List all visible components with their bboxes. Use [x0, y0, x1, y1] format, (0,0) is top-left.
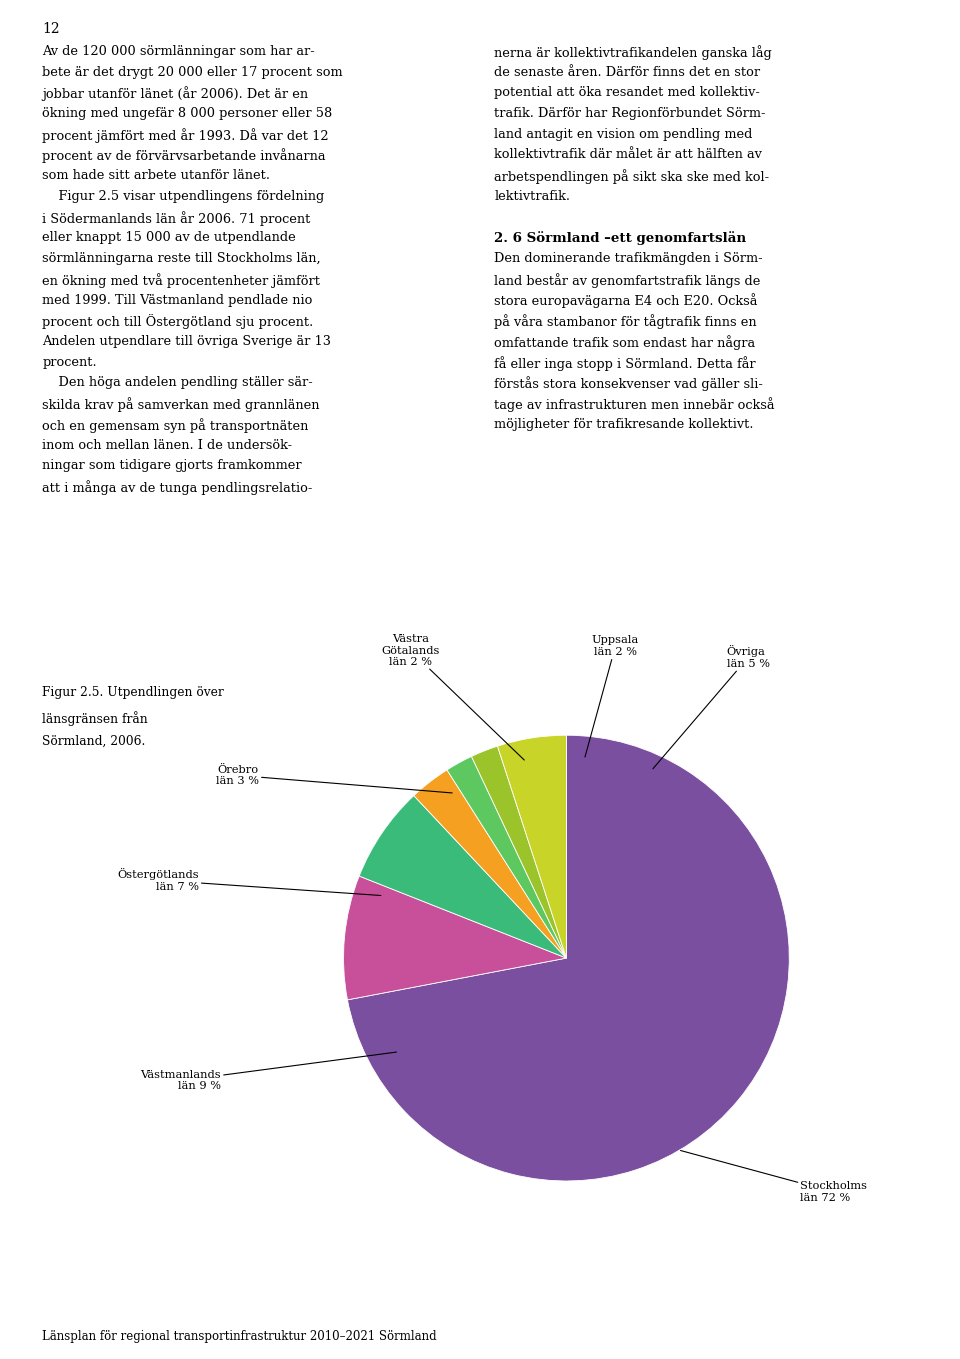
Text: arbetspendlingen på sikt ska ske med kol-: arbetspendlingen på sikt ska ske med kol… — [494, 170, 770, 183]
Text: bete är det drygt 20 000 eller 17 procent som: bete är det drygt 20 000 eller 17 procen… — [42, 65, 343, 79]
Text: att i många av de tunga pendlingsrelatio-: att i många av de tunga pendlingsrelatio… — [42, 480, 313, 495]
Text: Örebro
län 3 %: Örebro län 3 % — [216, 765, 452, 792]
Text: land antagit en vision om pendling med: land antagit en vision om pendling med — [494, 128, 753, 141]
Text: med 1999. Till Västmanland pendlade nio: med 1999. Till Västmanland pendlade nio — [42, 294, 313, 307]
Text: möjligheter för trafikresande kollektivt.: möjligheter för trafikresande kollektivt… — [494, 419, 754, 431]
Text: Västmanlands
län 9 %: Västmanlands län 9 % — [140, 1052, 396, 1091]
Text: lektivtrafik.: lektivtrafik. — [494, 190, 570, 202]
Text: procent jämfört med år 1993. Då var det 12: procent jämfört med år 1993. Då var det … — [42, 128, 329, 143]
Text: potential att öka resandet med kollektiv-: potential att öka resandet med kollektiv… — [494, 86, 760, 99]
Text: som hade sitt arbete utanför länet.: som hade sitt arbete utanför länet. — [42, 170, 271, 182]
Text: förstås stora konsekvenser vad gäller sli-: förstås stora konsekvenser vad gäller sl… — [494, 376, 763, 391]
Wedge shape — [359, 795, 566, 958]
Wedge shape — [471, 746, 566, 958]
Text: 12: 12 — [42, 22, 60, 35]
Text: eller knappt 15 000 av de utpendlande: eller knappt 15 000 av de utpendlande — [42, 231, 296, 245]
Text: de senaste åren. Därför finns det en stor: de senaste åren. Därför finns det en sto… — [494, 65, 760, 79]
Text: tage av infrastrukturen men innebär också: tage av infrastrukturen men innebär ocks… — [494, 397, 775, 412]
Text: jobbar utanför länet (år 2006). Det är en: jobbar utanför länet (år 2006). Det är e… — [42, 86, 308, 101]
Text: nerna är kollektivtrafikandelen ganska låg: nerna är kollektivtrafikandelen ganska l… — [494, 45, 772, 60]
Text: omfattande trafik som endast har några: omfattande trafik som endast har några — [494, 336, 756, 349]
Text: procent av de förvärvsarbetande invånarna: procent av de förvärvsarbetande invånarn… — [42, 148, 325, 163]
Text: Västra
Götalands
län 2 %: Västra Götalands län 2 % — [381, 633, 524, 760]
Text: Av de 120 000 sörmlänningar som har ar-: Av de 120 000 sörmlänningar som har ar- — [42, 45, 315, 58]
Text: en ökning med två procentenheter jämfört: en ökning med två procentenheter jämfört — [42, 273, 321, 288]
Text: Östergötlands
län 7 %: Östergötlands län 7 % — [117, 868, 381, 896]
Text: ningar som tidigare gjorts framkommer: ningar som tidigare gjorts framkommer — [42, 459, 301, 473]
Wedge shape — [348, 735, 789, 1181]
Text: Stockholms
län 72 %: Stockholms län 72 % — [681, 1151, 868, 1203]
Text: Övriga
län 5 %: Övriga län 5 % — [653, 646, 770, 769]
Text: procent.: procent. — [42, 356, 97, 368]
Text: skilda krav på samverkan med grannlänen: skilda krav på samverkan med grannlänen — [42, 397, 320, 412]
Text: och en gemensam syn på transportnäten: och en gemensam syn på transportnäten — [42, 419, 308, 432]
Text: kollektivtrafik där målet är att hälften av: kollektivtrafik där målet är att hälften… — [494, 148, 762, 162]
Text: Den dominerande trafikmängden i Sörm-: Den dominerande trafikmängden i Sörm- — [494, 253, 763, 265]
Text: på våra stambanor för tågtrafik finns en: på våra stambanor för tågtrafik finns en — [494, 314, 757, 329]
Text: inom och mellan länen. I de undersök-: inom och mellan länen. I de undersök- — [42, 439, 293, 451]
Text: 2. 6 Sörmland –ett genomfartslän: 2. 6 Sörmland –ett genomfartslän — [494, 231, 747, 245]
Text: Andelen utpendlare till övriga Sverige är 13: Andelen utpendlare till övriga Sverige ä… — [42, 336, 331, 348]
Wedge shape — [497, 735, 566, 958]
Text: Figur 2.5. Utpendlingen över: Figur 2.5. Utpendlingen över — [42, 686, 224, 700]
Text: Den höga andelen pendling ställer sär-: Den höga andelen pendling ställer sär- — [42, 376, 313, 390]
Text: ökning med ungefär 8 000 personer eller 58: ökning med ungefär 8 000 personer eller … — [42, 107, 332, 120]
Text: Figur 2.5 visar utpendlingens fördelning: Figur 2.5 visar utpendlingens fördelning — [42, 190, 324, 202]
Text: Uppsala
län 2 %: Uppsala län 2 % — [585, 635, 639, 757]
Text: länsgränsen från: länsgränsen från — [42, 711, 148, 726]
Wedge shape — [344, 877, 566, 1000]
Text: land består av genomfartstrafik längs de: land består av genomfartstrafik längs de — [494, 273, 760, 288]
Text: procent och till Östergötland sju procent.: procent och till Östergötland sju procen… — [42, 314, 314, 329]
Text: Sörmland, 2006.: Sörmland, 2006. — [42, 735, 146, 749]
Wedge shape — [447, 757, 566, 958]
Text: sörmlänningarna reste till Stockholms län,: sörmlänningarna reste till Stockholms lä… — [42, 253, 321, 265]
Text: stora europavägarna E4 och E20. Också: stora europavägarna E4 och E20. Också — [494, 294, 757, 308]
Text: Länsplan för regional transportinfrastruktur 2010–2021 Sörmland: Länsplan för regional transportinfrastru… — [42, 1329, 437, 1343]
Text: i Södermanlands län år 2006. 71 procent: i Södermanlands län år 2006. 71 procent — [42, 211, 311, 226]
Text: få eller inga stopp i Sörmland. Detta får: få eller inga stopp i Sörmland. Detta få… — [494, 356, 756, 371]
Text: trafik. Därför har Regionförbundet Sörm-: trafik. Därför har Regionförbundet Sörm- — [494, 107, 766, 120]
Wedge shape — [414, 771, 566, 958]
